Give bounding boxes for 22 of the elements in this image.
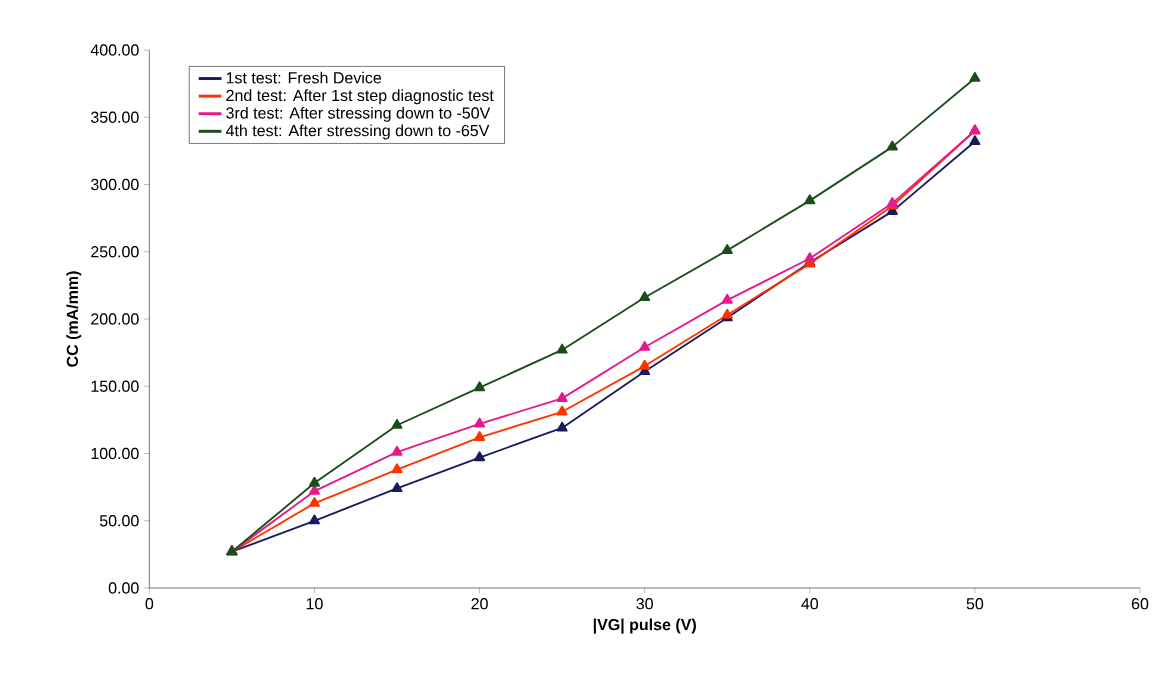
x-tick-label: 40: [801, 598, 819, 610]
legend-label: 4th test: After stressing down to -65V: [225, 124, 490, 140]
x-tick-label: 10: [306, 598, 323, 610]
y-tick-label: 100.00: [91, 447, 139, 460]
y-tick-label: 150.00: [91, 380, 139, 392]
x-tick-label: 0: [145, 598, 154, 610]
legend-label: 2nd test: After 1st step diagnostic test: [226, 89, 494, 105]
x-tick-label: 60: [1131, 598, 1149, 610]
y-axis-title: CC (mA/mm): [66, 271, 82, 367]
legend-label: 1st test: Fresh Device: [226, 71, 382, 84]
x-axis-title: |VG| pulse (V): [593, 618, 696, 634]
x-tick-label: 20: [471, 598, 488, 610]
y-tick-label: 0.00: [108, 582, 139, 594]
y-tick-label: 350.00: [90, 111, 139, 123]
x-tick-label: 30: [636, 598, 653, 610]
x-tick-label: 50: [966, 598, 984, 610]
y-tick-label: 250.00: [91, 246, 139, 258]
y-tick-label: 200.00: [91, 313, 139, 325]
y-tick-label: 300.00: [90, 178, 139, 191]
y-tick-label: 50.00: [99, 515, 139, 527]
y-tick-label: 400.00: [90, 44, 139, 56]
legend-label: 3rd test: After stressing down to -50V: [226, 106, 491, 122]
